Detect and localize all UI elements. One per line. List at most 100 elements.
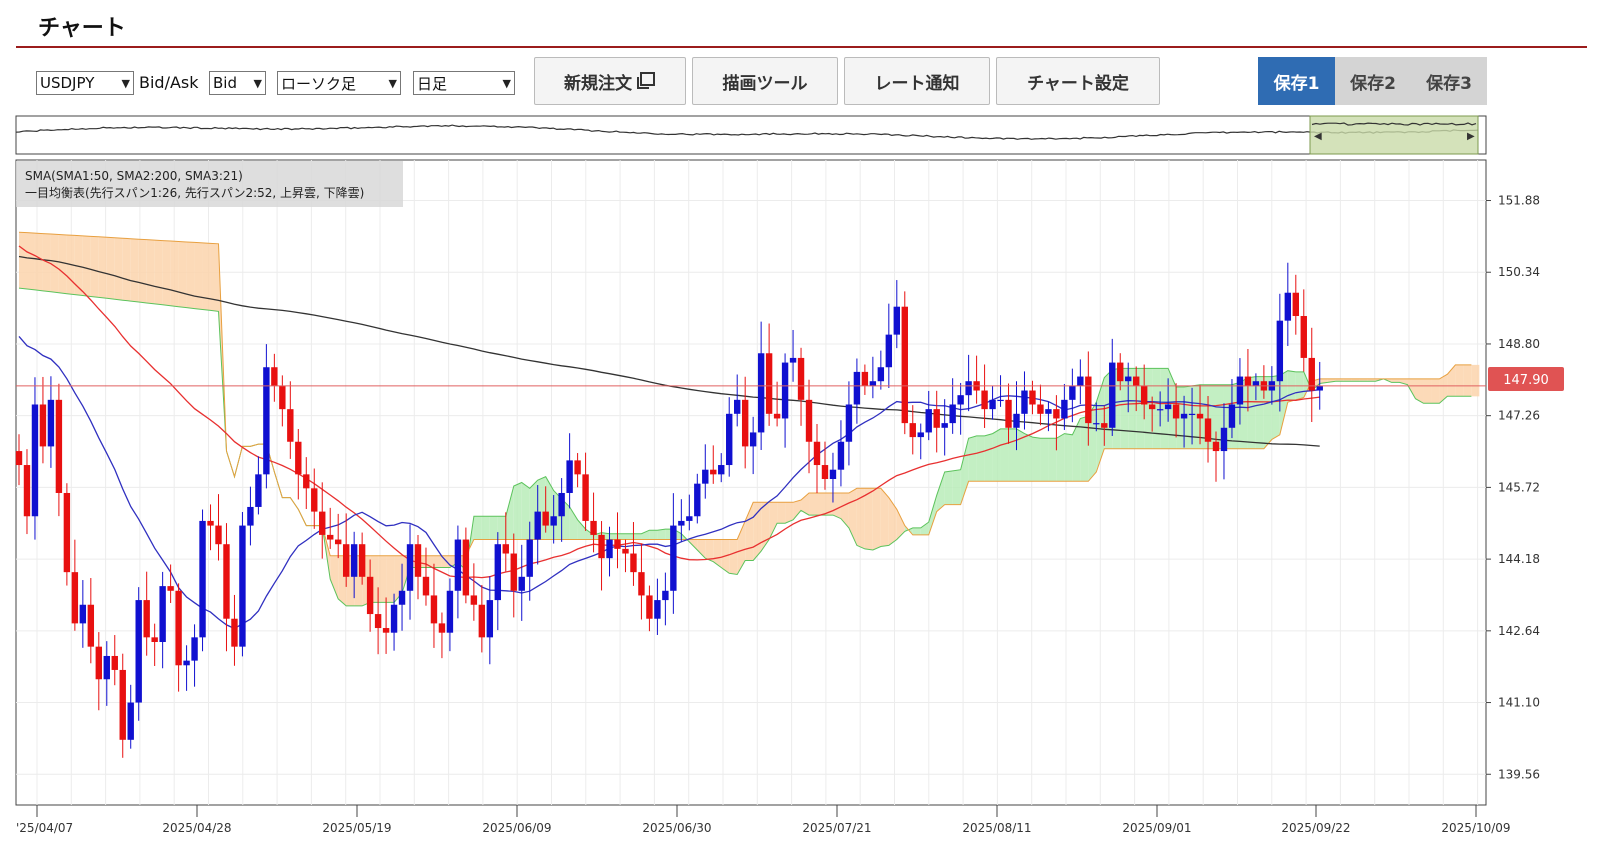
candle-up [79,604,87,624]
cloud-up-segment [1160,368,1169,449]
candle-down [430,595,438,624]
cloud-up-segment [609,533,618,540]
candle-down [1172,404,1180,419]
plot-frame [15,159,1487,806]
cloud-up-segment [976,435,985,482]
candle-down [55,399,63,493]
y-tick-label: 148.80 [1498,337,1540,351]
cloud-down-segment [34,233,43,291]
cloud-down-segment [19,232,27,289]
cloud-up-segment [585,529,594,540]
candle-up [1164,404,1172,410]
candle-up [526,539,533,577]
candle-up [1109,362,1116,428]
candle-up [837,441,845,470]
save-1-button[interactable]: 保存1 [1258,57,1335,105]
navigator-window[interactable] [1309,115,1479,155]
candle-up [454,539,462,591]
candle-down [542,511,549,526]
candle-up [957,395,964,405]
cloud-up-segment [1279,370,1288,435]
candle-down [478,604,486,638]
candle-up [494,544,501,601]
candle-down [303,474,310,489]
candle-up [127,702,134,740]
candle-down [311,488,318,512]
save-2-button[interactable]: 保存2 [1335,57,1411,105]
candle-down [295,441,302,475]
candle-down [438,623,446,633]
candle-down [614,539,621,549]
x-tick-label: '25/04/07 [16,821,73,835]
cloud-down-segment [433,555,442,568]
chart-settings-button[interactable]: チャート設定 [996,57,1160,105]
chart-type-select[interactable]: ローソク足 ▼ [277,71,401,95]
candle-up [1220,427,1228,452]
candle-up [686,516,693,521]
rate-alert-button[interactable]: レート通知 [844,57,990,105]
new-order-button[interactable]: 新規注文 [534,57,686,105]
cloud-up-segment [657,529,666,540]
candle-down [861,371,869,386]
cloud-down-segment [1471,364,1480,397]
bidask-select[interactable]: Bid ▼ [209,71,266,95]
candle-down [327,534,334,540]
candle-up [47,399,55,447]
cloud-down-segment [1359,378,1368,382]
candle-up [446,590,454,633]
cloud-up-segment [617,533,626,540]
bidask-select-value: Bid [213,74,237,92]
candle-up [263,367,270,475]
navigator-right-handle[interactable]: ▶ [1467,131,1475,142]
cloud-down-segment [824,492,833,516]
y-tick-label: 147.26 [1498,409,1540,423]
candle-up [398,590,406,605]
y-tick-label: 139.56 [1498,767,1540,781]
x-tick-label: 2025/09/22 [1281,821,1350,835]
save-3-button[interactable]: 保存3 [1411,57,1487,105]
candle-down [87,604,95,647]
candle-down [119,669,126,740]
cloud-up-segment [481,516,490,540]
cloud-down-segment [194,242,203,310]
candle-down [231,618,238,647]
candle-down [279,385,286,410]
candle-up [350,544,358,577]
draw-tool-button[interactable]: 描画ツール [692,57,838,105]
candle-up [726,413,733,466]
cloud-down-segment [872,488,881,551]
cloud-up-segment [1048,438,1057,482]
candle-up [183,660,190,666]
page-title: チャート [38,16,126,41]
candle-up [1069,385,1076,400]
legend-box [16,161,403,207]
pair-select[interactable]: USDJPY ▼ [36,71,134,95]
cloud-down-segment [793,499,802,520]
candle-down [175,590,182,666]
candle-up [103,655,110,680]
candle-down [287,409,294,442]
candle-up [670,525,677,591]
cloud-down-segment [146,239,155,304]
candle-up [989,399,996,410]
cloud-down-segment [1335,378,1344,382]
candle-up [893,306,900,335]
cloud-up-segment [920,522,929,535]
cloud-up-segment [968,435,977,482]
period-select[interactable]: 日足 ▼ [413,71,515,95]
y-tick-label: 144.18 [1498,552,1540,566]
chevron-down-icon: ▼ [253,76,262,90]
candle-down [773,413,781,419]
cloud-down-segment [737,520,746,575]
cloud-down-segment [1415,378,1424,404]
cloud-up-segment [992,428,1001,482]
candle-down [342,544,350,577]
cloud-down-segment [138,239,147,303]
candle-down [1204,418,1212,442]
navigator-left-handle[interactable]: ◀ [1314,131,1322,142]
cloud-down-segment [705,539,714,562]
x-tick-label: 2025/06/09 [482,821,551,835]
candle-down [366,576,374,615]
navigator[interactable]: ◀ ▶ [15,115,1487,155]
current-price-badge [1488,367,1564,391]
